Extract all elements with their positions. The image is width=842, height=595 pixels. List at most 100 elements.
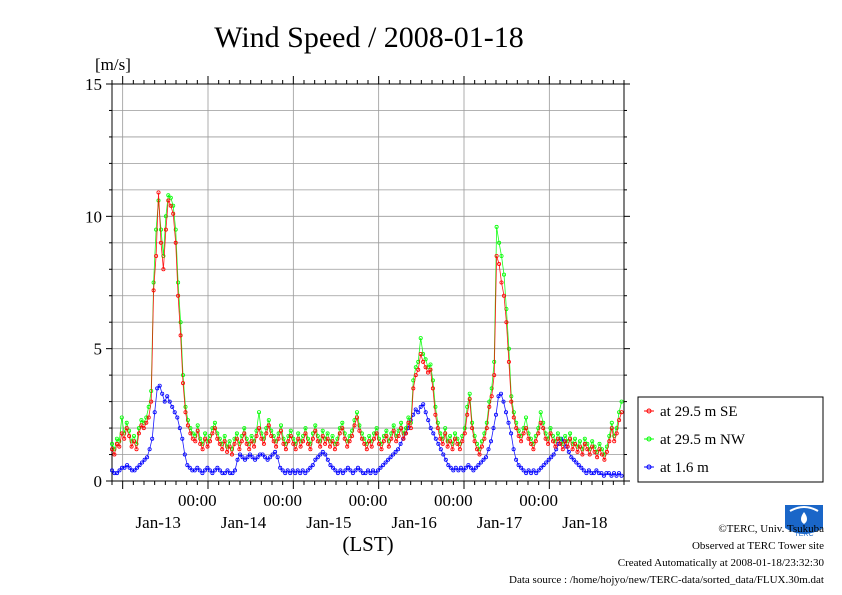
data-point (558, 441, 563, 446)
data-point (144, 420, 149, 425)
data-point (229, 452, 234, 457)
data-point (483, 455, 488, 460)
data-point (235, 457, 240, 462)
data-point (353, 468, 358, 473)
data-point (193, 439, 198, 444)
data-point (573, 441, 578, 446)
data-point (278, 428, 283, 433)
data-point (358, 468, 363, 473)
data-point (524, 426, 529, 431)
data-point (609, 473, 614, 478)
data-point (154, 227, 159, 232)
data-point (239, 439, 244, 444)
data-point (192, 468, 197, 473)
data-point (528, 441, 533, 446)
legend-marker-lower (646, 464, 652, 470)
data-point (296, 436, 301, 441)
x-axis-label: (LST) (342, 532, 393, 556)
data-point (582, 436, 587, 441)
data-point (591, 471, 596, 476)
data-point (362, 441, 367, 446)
x-day-label: Jan-14 (221, 513, 267, 532)
data-point (467, 396, 472, 401)
data-point (374, 426, 379, 431)
data-point (543, 436, 548, 441)
data-point (435, 420, 440, 425)
data-point (566, 449, 571, 454)
data-point (278, 423, 283, 428)
data-point (369, 444, 374, 449)
series-layer (110, 190, 624, 478)
data-point (526, 436, 531, 441)
data-point (391, 423, 396, 428)
data-point (386, 457, 391, 462)
data-point (360, 471, 365, 476)
data-point (421, 402, 426, 407)
data-point (408, 426, 413, 431)
data-point (205, 465, 210, 470)
data-point (563, 433, 568, 438)
data-point (391, 452, 396, 457)
data-point (438, 447, 443, 452)
data-point (558, 436, 563, 441)
data-point (555, 431, 560, 436)
data-point (325, 436, 330, 441)
data-point (220, 447, 225, 452)
data-point (381, 439, 386, 444)
data-point (546, 457, 551, 462)
data-point (514, 457, 519, 462)
data-point (423, 357, 428, 362)
data-point (230, 471, 235, 476)
data-point (594, 468, 599, 473)
data-point (488, 439, 493, 444)
data-point (195, 465, 200, 470)
data-point (271, 433, 276, 438)
data-point (205, 444, 210, 449)
data-point (396, 447, 401, 452)
data-point (347, 433, 352, 438)
data-point (457, 447, 462, 452)
data-point (173, 240, 178, 245)
data-point (305, 441, 310, 446)
data-point (117, 468, 122, 473)
data-point (250, 455, 255, 460)
data-point (132, 468, 137, 473)
data-point (147, 447, 152, 452)
data-point (423, 410, 428, 415)
data-point (222, 433, 227, 438)
data-point (494, 253, 499, 258)
data-point (313, 428, 318, 433)
data-point (428, 367, 433, 372)
data-point (484, 426, 489, 431)
data-point (144, 415, 149, 420)
data-point (286, 439, 291, 444)
data-point (127, 433, 132, 438)
data-point (212, 468, 217, 473)
data-point (145, 455, 150, 460)
data-point (451, 468, 456, 473)
data-point (580, 452, 585, 457)
data-point (217, 441, 222, 446)
data-point (430, 386, 435, 391)
terc-logo: TERC (785, 505, 823, 538)
data-point (413, 407, 418, 412)
data-point (166, 198, 171, 203)
data-point (551, 452, 556, 457)
data-point (338, 468, 343, 473)
data-point (511, 447, 516, 452)
data-point (398, 441, 403, 446)
data-point (295, 468, 300, 473)
data-point (220, 471, 225, 476)
data-point (555, 436, 560, 441)
x-time-label: 00:00 (434, 491, 473, 510)
data-point (416, 410, 421, 415)
chart-title: Wind Speed / 2008-01-18 (214, 21, 524, 54)
data-point (411, 386, 416, 391)
data-point (597, 441, 602, 446)
data-point (573, 436, 578, 441)
data-point (541, 420, 546, 425)
data-point (183, 410, 188, 415)
data-point (347, 439, 352, 444)
data-point (217, 436, 222, 441)
data-point (172, 410, 177, 415)
